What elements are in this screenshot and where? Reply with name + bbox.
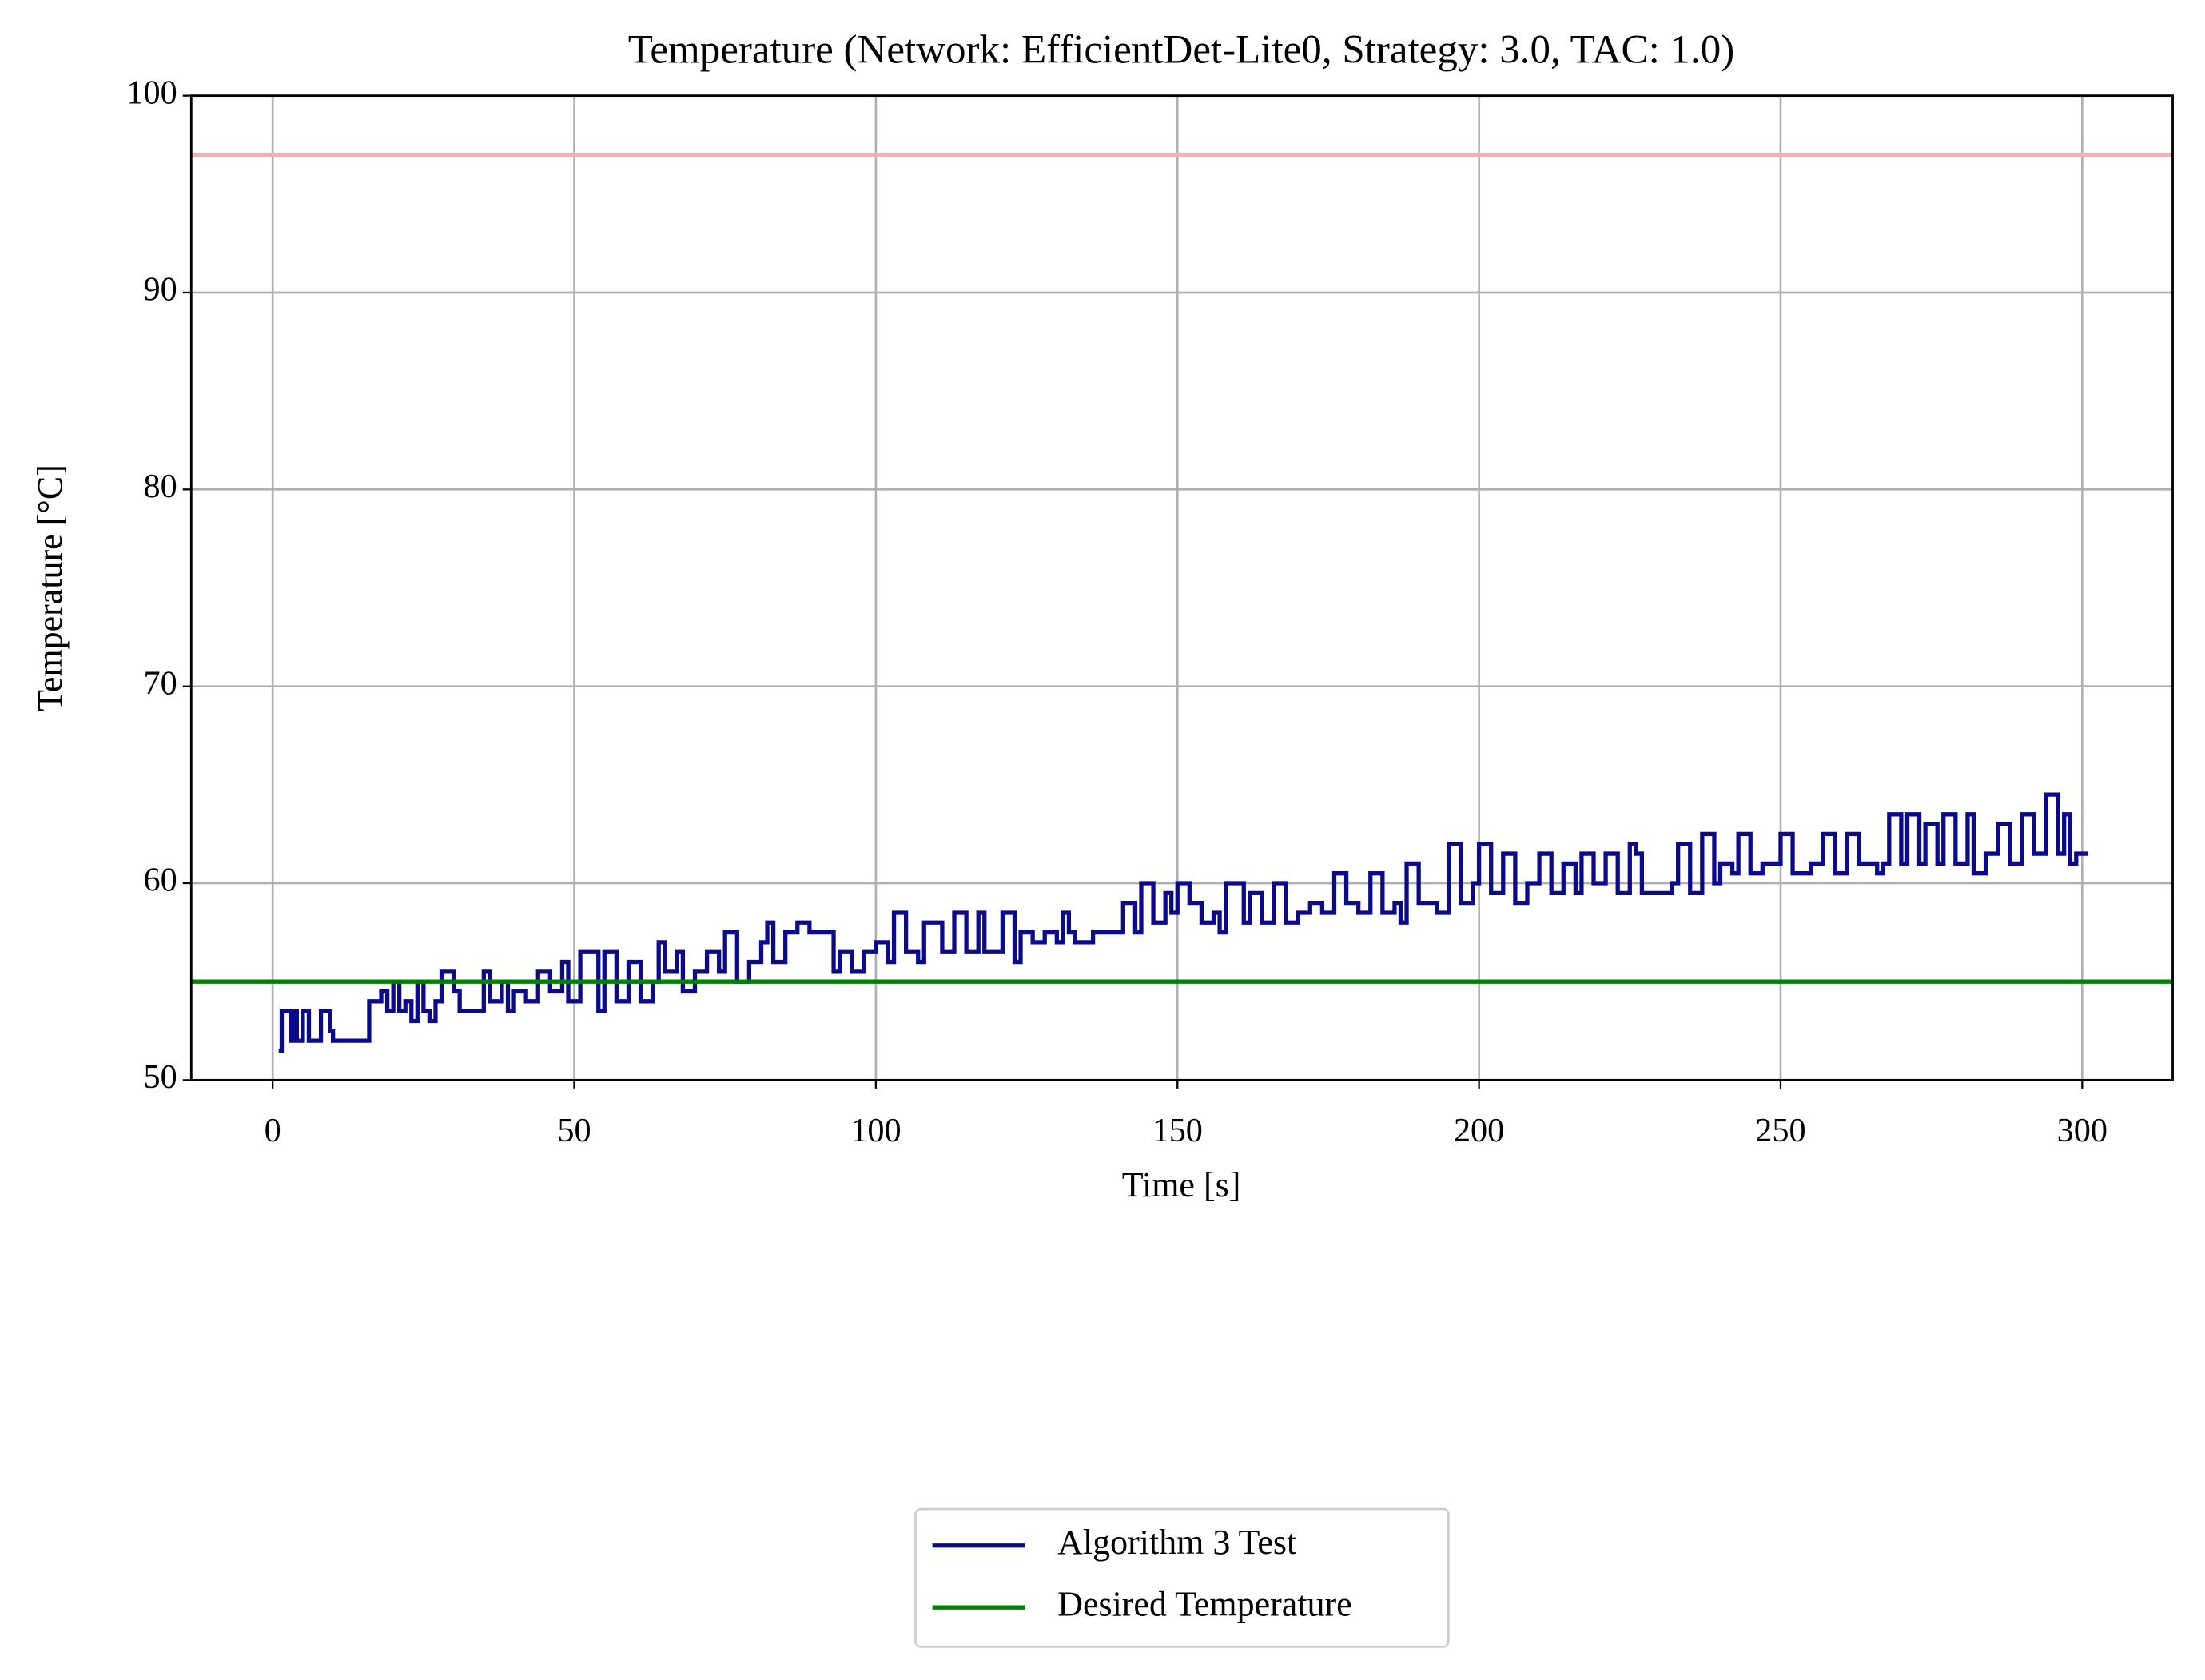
x-tick-label: 100 [850,1112,901,1149]
x-tick-label: 250 [1755,1112,1805,1149]
legend-box [914,1507,1450,1648]
y-tick-label: 50 [143,1058,177,1096]
x-axis-label: Time [s] [1122,1165,1241,1204]
x-tick-label: 300 [2057,1112,2107,1149]
y-tick-label: 100 [126,74,177,111]
chart-title: Temperature (Network: EfficientDet-Lite0… [628,28,1734,73]
legend: Algorithm 3 Test Desired Temperature [914,1507,1450,1648]
y-axis-label: Temperature [°C] [30,464,70,711]
legend-label: Algorithm 3 Test [1057,1523,1296,1562]
y-tick-label: 80 [143,468,177,505]
legend-label: Desired Temperature [1057,1584,1351,1623]
plot-frame [189,94,2174,1081]
y-tick-label: 90 [143,271,177,309]
y-tick-label: 60 [143,862,177,899]
x-tick-label: 50 [557,1112,591,1149]
data-line [278,792,2088,1053]
x-tick-label: 150 [1152,1112,1203,1149]
x-tick-label: 0 [265,1112,281,1149]
x-tick-label: 200 [1454,1112,1504,1149]
y-tick-label: 70 [143,664,177,702]
